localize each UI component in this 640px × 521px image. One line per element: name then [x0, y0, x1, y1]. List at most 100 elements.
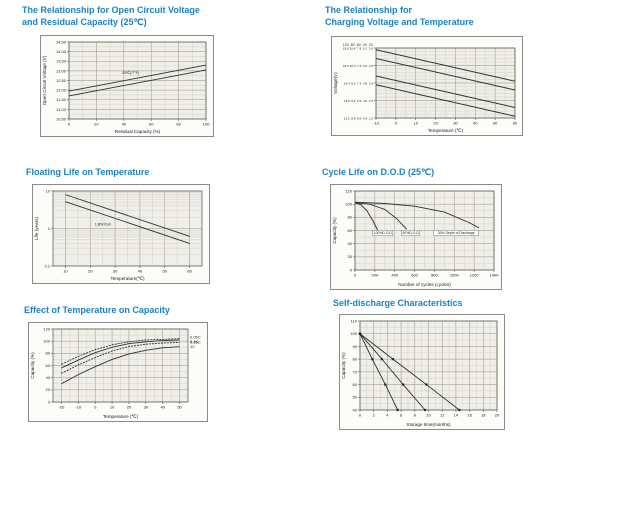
svg-text:800: 800 — [431, 272, 438, 277]
svg-text:50%D.O.D: 50%D.O.D — [402, 230, 419, 234]
svg-text:0.05C: 0.05C — [190, 334, 201, 339]
svg-text:60: 60 — [353, 382, 358, 387]
svg-text:30: 30 — [453, 121, 458, 126]
svg-text:60: 60 — [348, 228, 353, 233]
svg-text:1: 1 — [48, 226, 51, 231]
chart-title-floating-life: Floating Life on Temperature — [26, 167, 210, 179]
svg-text:8: 8 — [414, 412, 417, 417]
svg-text:16: 16 — [467, 412, 472, 417]
title-line-1: The Relationship for — [325, 5, 413, 15]
svg-text:Temperature (℃): Temperature (℃) — [103, 414, 139, 419]
svg-text:18: 18 — [481, 412, 486, 417]
svg-text:1000: 1000 — [450, 272, 460, 277]
svg-text:12.00: 12.00 — [56, 88, 67, 93]
title-line-2: and Residual Capacity (25℃) — [22, 16, 147, 27]
svg-text:100: 100 — [350, 331, 357, 336]
svg-text:20: 20 — [495, 412, 500, 417]
chart-panel-floating-life: Floating Life on Temperature 10 20 30 40 50 6… — [26, 167, 210, 284]
svg-text:100: 100 — [203, 122, 210, 127]
svg-text:15.0 10.0 7.5 5.0 2.5: 15.0 10.0 7.5 5.0 2.5 — [343, 64, 373, 68]
chart-panel-cycle-life: Cycle Life on D.O.D (25℃) 0 200 400 600 800 1… — [322, 167, 502, 290]
svg-text:400: 400 — [391, 272, 398, 277]
svg-text:120: 120 — [43, 326, 50, 331]
svg-text:60: 60 — [149, 122, 154, 127]
svg-text:110: 110 — [351, 318, 358, 323]
svg-text:60: 60 — [187, 268, 192, 273]
svg-text:10.50: 10.50 — [56, 117, 67, 122]
svg-text:50: 50 — [353, 394, 358, 399]
svg-text:2: 2 — [373, 412, 376, 417]
svg-text:0: 0 — [359, 412, 362, 417]
svg-text:10: 10 — [413, 121, 418, 126]
floating-life-chart: 10 20 30 40 50 60 0.1 1 10 Temperature(℃) Life (ye… — [32, 183, 210, 284]
svg-text:60: 60 — [46, 363, 51, 368]
svg-text:40: 40 — [160, 404, 165, 409]
svg-text:40: 40 — [122, 122, 127, 127]
chart-title-temperature-capacity: Effect of Temperature on Capacity — [24, 305, 208, 317]
svg-text:0: 0 — [354, 272, 357, 277]
svg-text:40: 40 — [473, 121, 478, 126]
title-line-2: Charging Voltage and Temperature — [325, 16, 474, 27]
svg-text:20: 20 — [46, 387, 51, 392]
svg-text:0: 0 — [350, 267, 353, 272]
svg-text:Capacity (%): Capacity (%) — [30, 352, 35, 379]
svg-text:10: 10 — [426, 412, 431, 417]
svg-text:Capacity (%): Capacity (%) — [341, 352, 346, 379]
cycle-life-chart: 0 200 400 600 800 1000 1200 1400 0 20 40 60 80 100 120… — [330, 183, 502, 290]
svg-text:11.50: 11.50 — [56, 98, 66, 103]
svg-text:90: 90 — [353, 344, 358, 349]
svg-text:100: 100 — [43, 338, 50, 343]
self-discharge-chart: 0 2 4 6 8 10 12 14 16 18 20 40 50 60 70 80 90 100 110 Stora… — [339, 313, 505, 430]
svg-text:80: 80 — [348, 214, 353, 219]
svg-text:Temperature(℃): Temperature(℃) — [110, 276, 144, 281]
svg-text:0: 0 — [94, 404, 97, 409]
chart-panel-charging-voltage: The Relationship for Charging Voltage an… — [325, 5, 523, 137]
svg-text:30: 30 — [113, 268, 118, 273]
svg-text:20: 20 — [88, 268, 93, 273]
svg-text:14.50: 14.50 — [56, 40, 67, 45]
svg-text:15.6 10.4 7.8 5.2 2.6: 15.6 10.4 7.8 5.2 2.6 — [343, 47, 373, 51]
svg-text:120: 120 — [345, 188, 352, 193]
svg-text:-10: -10 — [75, 404, 82, 409]
chart-title-self-discharge: Self-discharge Characteristics — [333, 298, 505, 310]
svg-text:30% Depth of Discharge: 30% Depth of Discharge — [438, 230, 475, 234]
svg-text:1200: 1200 — [470, 272, 480, 277]
temperature-capacity-chart: -20 -10 0 10 20 30 40 50 0 20 40 60 80 100 120 Temperat… — [28, 321, 208, 422]
svg-text:Voltage(V): Voltage(V) — [333, 72, 338, 94]
svg-text:Temperature (℃): Temperature (℃) — [428, 128, 464, 133]
svg-text:0: 0 — [68, 122, 71, 127]
svg-text:-20: -20 — [59, 404, 66, 409]
title-line-1: Self-discharge Characteristics — [333, 298, 463, 308]
title-line-1: Floating Life on Temperature — [26, 167, 150, 177]
svg-text:6: 6 — [400, 412, 403, 417]
svg-text:14.4 9.6 7.2 4.8 2.4: 14.4 9.6 7.2 4.8 2.4 — [344, 82, 374, 86]
svg-text:10: 10 — [63, 268, 68, 273]
svg-text:13.50: 13.50 — [56, 59, 67, 64]
svg-text:50: 50 — [177, 404, 182, 409]
charging-voltage-chart: -10 0 10 20 30 40 50 60 13.2 8.8 6.6 4.4 2.2 13.8… — [331, 36, 523, 137]
svg-text:4: 4 — [386, 412, 389, 417]
svg-text:12.50: 12.50 — [56, 78, 67, 83]
chart-title-charging-voltage: The Relationship for Charging Voltage an… — [325, 5, 523, 28]
svg-text:0.25C: 0.25C — [190, 339, 201, 344]
svg-text:20: 20 — [127, 404, 132, 409]
svg-text:100%D.O.D: 100%D.O.D — [374, 230, 393, 234]
svg-text:10: 10 — [110, 404, 115, 409]
svg-text:0.1C: 0.1C — [190, 339, 199, 344]
svg-text:80: 80 — [353, 356, 358, 361]
svg-text:30: 30 — [144, 404, 149, 409]
svg-text:100: 100 — [345, 201, 352, 206]
svg-text:13.00: 13.00 — [56, 69, 67, 74]
title-line-1: Effect of Temperature on Capacity — [24, 305, 170, 315]
svg-text:80: 80 — [176, 122, 181, 127]
open-circuit-voltage-chart: 0 20 40 60 80 100 10.50 11.00 11.50 12.00 12.50 13.… — [40, 35, 214, 138]
svg-text:10: 10 — [46, 188, 51, 193]
svg-text:12V 8V 6V 4V 2V: 12V 8V 6V 4V 2V — [343, 43, 374, 47]
svg-text:-10: -10 — [373, 121, 380, 126]
chart-panel-open-circuit-voltage: The Relationship for Open Circuit Voltag… — [22, 5, 214, 138]
svg-text:14.00: 14.00 — [56, 49, 67, 54]
svg-text:60: 60 — [513, 121, 518, 126]
svg-text:70: 70 — [353, 369, 358, 374]
svg-text:Capacity (%): Capacity (%) — [332, 217, 337, 244]
